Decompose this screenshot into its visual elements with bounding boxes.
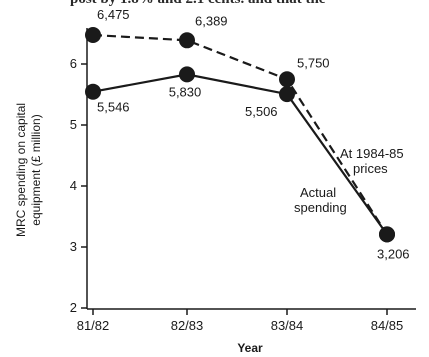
y-axis-title-line-1: MRC spending on capital bbox=[14, 103, 28, 237]
annotation-dashed-line-2: prices bbox=[353, 161, 388, 176]
series-points bbox=[85, 27, 395, 243]
data-labels: 6,475 6,389 5,750 5,546 5,830 5,506 3,206 bbox=[97, 7, 410, 261]
point-s1-1 bbox=[179, 66, 195, 83]
point-s0-2 bbox=[279, 71, 295, 88]
annotation-solid-line-2: spending bbox=[294, 200, 347, 215]
x-tick-label-0: 81/82 bbox=[77, 318, 110, 333]
data-label-s1-2: 5,506 bbox=[245, 104, 278, 119]
point-s0-1 bbox=[179, 32, 195, 49]
data-label-s1-1: 5,830 bbox=[169, 84, 202, 99]
point-s1-3 bbox=[379, 226, 395, 243]
text-fragment: post by 1.8% and 2.1 cents. and that the bbox=[70, 0, 325, 8]
data-label-s1-0: 5,546 bbox=[97, 100, 130, 115]
point-s0-0 bbox=[85, 27, 101, 43]
x-tick-label-3: 84/85 bbox=[371, 318, 404, 333]
annotation-solid-line-1: Actual bbox=[300, 185, 336, 200]
y-ticks: 2 3 4 5 6 bbox=[70, 56, 87, 315]
data-label-s1-3: 3,206 bbox=[377, 246, 410, 261]
solid-series-line bbox=[92, 73, 388, 236]
data-label-s0-0: 6,475 bbox=[97, 7, 130, 22]
y-tick-label-4: 6 bbox=[70, 56, 77, 71]
dashed-series-line bbox=[92, 33, 388, 235]
chart-axes bbox=[86, 28, 416, 310]
point-s1-2 bbox=[279, 86, 295, 103]
series-lines bbox=[92, 33, 388, 236]
data-label-s0-1: 6,389 bbox=[195, 13, 228, 28]
data-label-s0-2: 5,750 bbox=[297, 55, 330, 70]
x-axis-title: Year bbox=[237, 341, 263, 355]
y-tick-label-0: 2 bbox=[70, 300, 77, 315]
point-s1-0 bbox=[85, 83, 101, 100]
x-tick-label-1: 82/83 bbox=[171, 318, 204, 333]
annotation-dashed-line-1: At 1984-85 bbox=[340, 146, 404, 161]
x-ticks: 81/82 82/83 83/84 84/85 bbox=[77, 309, 404, 333]
y-tick-label-3: 5 bbox=[70, 117, 77, 132]
y-axis-title-line-2: equipment (£ million) bbox=[29, 114, 43, 225]
y-tick-label-2: 4 bbox=[70, 178, 77, 193]
x-tick-label-2: 83/84 bbox=[271, 318, 304, 333]
y-tick-label-1: 3 bbox=[70, 239, 77, 254]
